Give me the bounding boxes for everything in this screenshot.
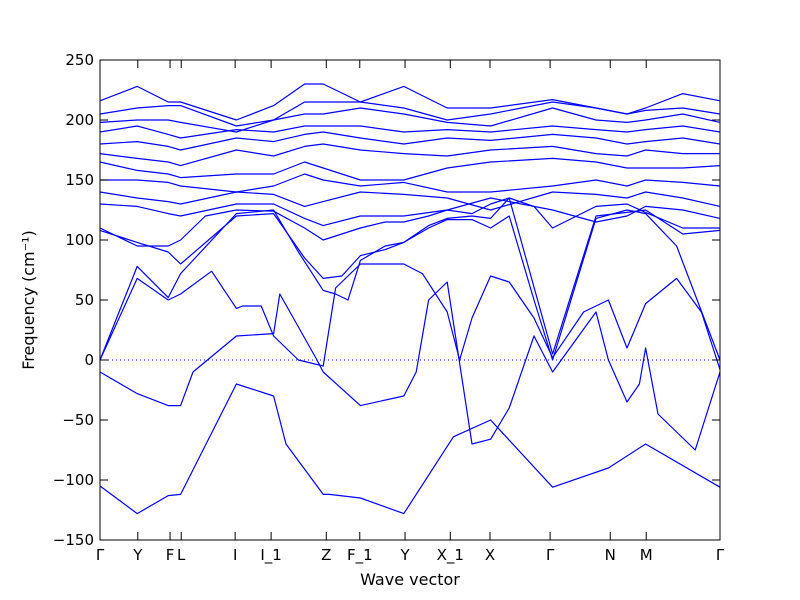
- y-tick-label: −50: [62, 411, 94, 429]
- band-line-14: [99, 107, 721, 133]
- band-line-2: [99, 281, 721, 451]
- x-tick-label: Y: [132, 546, 143, 564]
- x-tick-label: X: [485, 546, 495, 564]
- x-tick-label: I_1: [260, 546, 281, 565]
- band-line-3: [99, 263, 721, 370]
- x-tick-label: M: [640, 546, 653, 564]
- x-tick-label: X_1: [437, 546, 464, 565]
- y-tick-label: 150: [65, 171, 94, 189]
- x-tick-label: L: [177, 546, 186, 564]
- y-tick-label: 100: [65, 231, 94, 249]
- x-tick-label: Y: [399, 546, 410, 564]
- band-line-5: [99, 197, 721, 355]
- y-axis-title: Frequency (cm⁻¹): [19, 230, 38, 369]
- x-tick-label: Γ: [716, 546, 725, 564]
- band-line-16: [99, 83, 721, 121]
- y-tick-label: −100: [53, 471, 94, 489]
- y-tick-label: −150: [53, 531, 94, 549]
- y-axis-ticks: −150 −100 −50 0 50 100 150 200 250: [53, 51, 720, 549]
- band-series-group: [99, 83, 721, 515]
- y-tick-label: 200: [65, 111, 94, 129]
- band-line-8: [99, 191, 721, 211]
- band-line-10: [99, 157, 721, 181]
- y-tick-label: 0: [84, 351, 94, 369]
- x-tick-label: F_1: [347, 546, 373, 565]
- band-line-7: [99, 197, 721, 227]
- x-tick-label: Z: [321, 546, 331, 564]
- band-line-1: [99, 383, 721, 515]
- band-line-13: [99, 125, 721, 139]
- band-line-6: [99, 197, 720, 247]
- x-tick-label: N: [605, 546, 616, 564]
- x-tick-label: F: [166, 546, 175, 564]
- y-tick-label: 50: [75, 291, 94, 309]
- x-tick-label: Γ: [96, 546, 105, 564]
- x-tick-label: I: [233, 546, 237, 564]
- x-tick-label: Γ: [546, 546, 555, 564]
- band-line-11: [99, 143, 720, 167]
- x-axis-ticks: Γ Y F L I I_1 Z F_1 Y X_1 X Γ N M Γ: [96, 60, 725, 565]
- band-line-9: [100, 173, 721, 193]
- x-axis-title: Wave vector: [360, 570, 460, 589]
- y-tick-label: 250: [65, 51, 94, 69]
- band-line-12: [99, 131, 721, 151]
